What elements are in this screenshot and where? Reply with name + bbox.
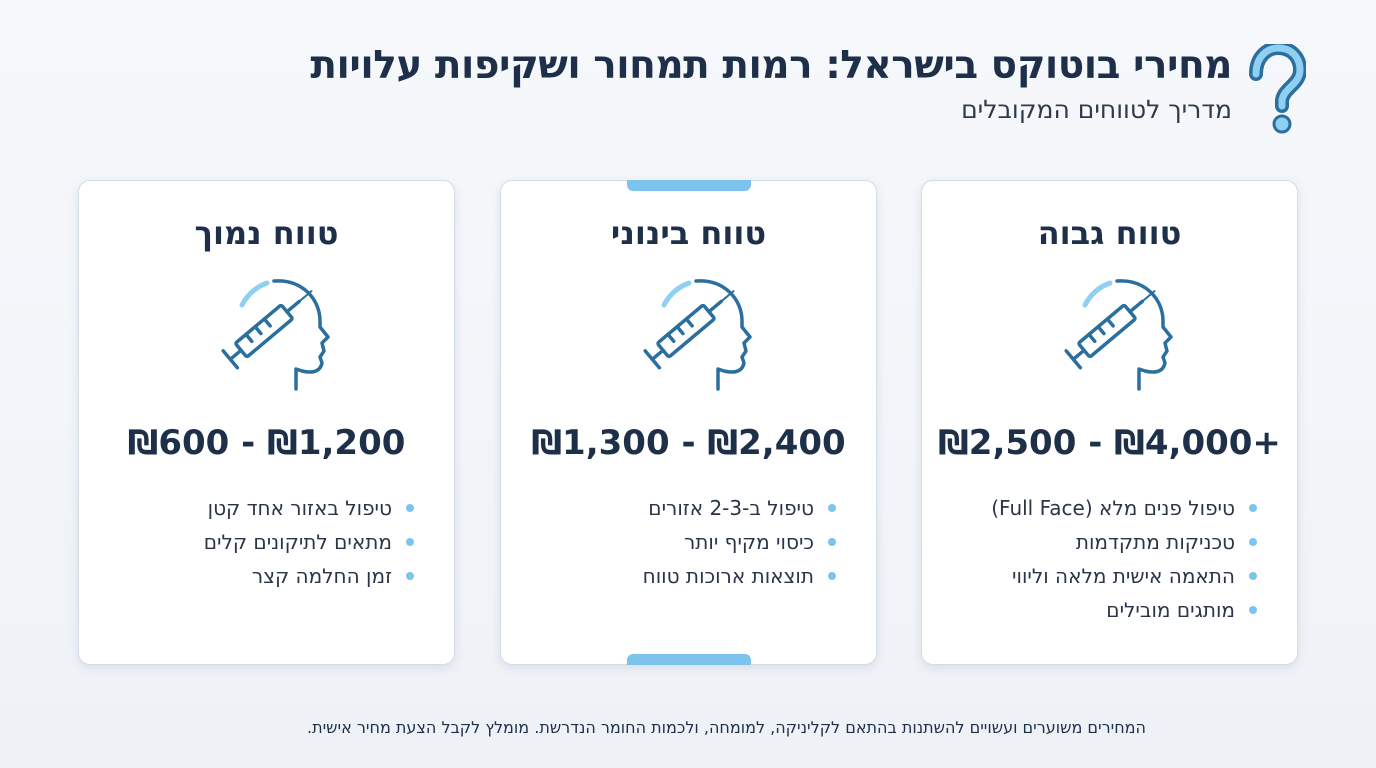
page-header: מחירי בוטוקס בישראל: רמות תמחור ושקיפות … [310,43,1306,136]
bullet-icon [1249,538,1257,546]
feature-item: התאמה אישית מלאה וליווי [942,559,1257,593]
price-range: ₪600 - ₪1,200 [127,423,406,463]
feature-item: מותגים מובילים [942,593,1257,627]
page-subtitle: מדריך לטווחים המקובלים [961,94,1232,124]
bullet-icon [406,538,414,546]
feature-item: טכניקות מתקדמות [942,525,1257,559]
bullet-icon [828,538,836,546]
question-mark-icon [1249,44,1306,134]
head-syringe-icon [642,279,752,391]
card-accent-tab [626,654,751,665]
feature-list: טיפול פנים מלא (Full Face) טכניקות מתקדמ… [942,491,1257,627]
feature-item: מתאים לתיקונים קלים [99,525,414,559]
feature-item: טיפול פנים מלא (Full Face) [942,491,1257,525]
price-range: ₪1,300 - ₪2,400 [531,423,846,463]
price-cards: טווח גבוה ₪2,500 - ₪4,000+ טיפול פנים מל… [78,180,1298,665]
bullet-icon [1249,572,1257,580]
feature-item: זמן החלמה קצר [99,559,414,593]
feature-list: טיפול באזור אחד קטן מתאים לתיקונים קלים … [99,491,414,593]
card-title: טווח גבוה [1037,214,1182,252]
bullet-icon [406,504,414,512]
footer-note: המחירים משוערים ועשויים להשתנות בהתאם לק… [307,718,1146,737]
head-syringe-icon [220,279,330,391]
card-title: טווח בינוני [610,214,767,252]
bullet-icon [828,572,836,580]
bullet-icon [1249,606,1257,614]
bullet-icon [828,504,836,512]
price-card-low: טווח נמוך ₪600 - ₪1,200 טיפול באזור אחד … [78,180,455,665]
feature-item: תוצאות ארוכות טווח [521,559,836,593]
price-range: ₪2,500 - ₪4,000+ [938,423,1281,463]
feature-item: טיפול באזור אחד קטן [99,491,414,525]
feature-item: כיסוי מקיף יותר [521,525,836,559]
card-title: טווח נמוך [194,214,339,252]
feature-list: טיפול ב-2-3 אזורים כיסוי מקיף יותר תוצאו… [521,491,836,593]
card-accent-tab [626,180,751,191]
page-title: מחירי בוטוקס בישראל: רמות תמחור ושקיפות … [310,43,1232,88]
price-card-medium: טווח בינוני ₪1,300 - ₪2,400 טיפול ב-2-3 … [500,180,877,665]
bullet-icon [406,572,414,580]
bullet-icon [1249,504,1257,512]
head-syringe-icon [1063,279,1173,391]
feature-item: טיפול ב-2-3 אזורים [521,491,836,525]
price-card-high: טווח גבוה ₪2,500 - ₪4,000+ טיפול פנים מל… [921,180,1298,665]
